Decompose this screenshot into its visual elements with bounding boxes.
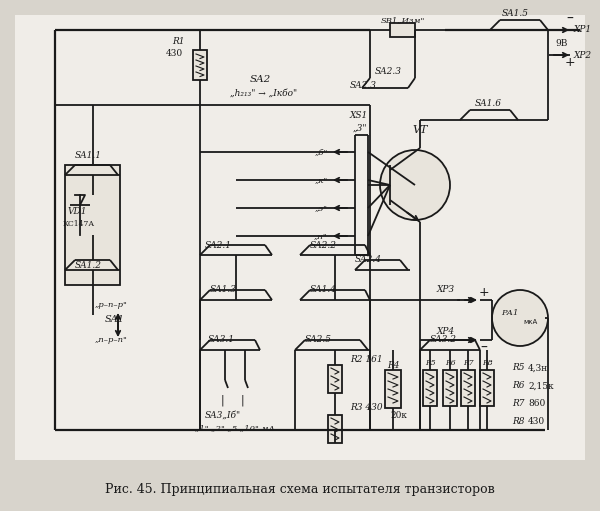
Text: R3 430: R3 430 (350, 404, 383, 412)
Text: ХS1: ХS1 (350, 110, 368, 120)
Text: –: – (566, 12, 574, 26)
Text: КС147А: КС147А (63, 220, 95, 228)
Text: „n–р–n": „n–р–n" (95, 336, 128, 344)
Text: SA3.1: SA3.1 (208, 336, 235, 344)
Text: SA1: SA1 (105, 315, 125, 324)
Text: „к": „к" (315, 176, 328, 184)
Text: 4,3н: 4,3н (528, 363, 548, 373)
Text: „б": „б" (314, 148, 328, 156)
Text: „н": „н" (314, 232, 328, 240)
Text: SA2.2: SA2.2 (310, 241, 337, 249)
Text: SA1.6: SA1.6 (475, 99, 502, 107)
Bar (480, 370, 494, 406)
Text: |: | (220, 394, 224, 406)
Bar (193, 50, 207, 80)
Text: SA2.3: SA2.3 (374, 67, 401, 77)
Text: РА1: РА1 (502, 309, 518, 317)
Bar (423, 370, 437, 406)
Text: SB1„Изм": SB1„Изм" (381, 16, 425, 24)
Text: SA3.2: SA3.2 (430, 336, 457, 344)
Text: SA2.5: SA2.5 (305, 336, 332, 344)
Bar (328, 415, 342, 443)
Text: R8: R8 (482, 359, 493, 367)
Circle shape (492, 290, 548, 346)
Bar (390, 23, 415, 37)
Text: „э": „э" (315, 204, 328, 212)
Text: R6: R6 (445, 359, 455, 367)
Text: 430: 430 (528, 417, 545, 427)
Text: 2,15к: 2,15к (528, 382, 554, 390)
Text: R1: R1 (173, 37, 185, 47)
Bar (443, 370, 457, 406)
Text: ХР4: ХР4 (437, 328, 455, 337)
Bar (65, 165, 120, 285)
Text: R7: R7 (512, 400, 524, 408)
Text: SA2.3: SA2.3 (350, 81, 377, 90)
Text: Рис. 45. Принципиальная схема испытателя транзисторов: Рис. 45. Принципиальная схема испытателя… (105, 483, 495, 497)
Text: 430: 430 (166, 50, 183, 58)
Text: SA1.3: SA1.3 (210, 286, 237, 294)
Text: 9В: 9В (555, 39, 568, 49)
Text: SA1.2: SA1.2 (75, 261, 102, 269)
Text: „h₂₁₃" → „Iкбо": „h₂₁₃" → „Iкбо" (230, 88, 297, 98)
Bar (328, 365, 342, 393)
Text: SA3„Iб": SA3„Iб" (205, 410, 241, 420)
Text: SA1.5: SA1.5 (502, 10, 529, 18)
Text: „р–n–р": „р–n–р" (95, 301, 128, 309)
Circle shape (380, 150, 450, 220)
Bar (461, 370, 475, 406)
Text: 20к: 20к (390, 411, 407, 421)
Text: R5: R5 (512, 363, 524, 373)
Text: VD1: VD1 (68, 207, 88, 217)
Bar (15, 15, 585, 460)
Text: +: + (565, 56, 575, 68)
Text: R8: R8 (512, 417, 524, 427)
Text: мкА: мкА (523, 319, 537, 325)
Text: +: + (479, 286, 490, 298)
Text: SA2.4: SA2.4 (355, 256, 382, 265)
Text: ХРЗ: ХРЗ (437, 286, 455, 294)
Bar (385, 370, 401, 408)
Text: R7: R7 (463, 359, 473, 367)
Text: „3": „3" (353, 124, 367, 132)
Text: ХР2: ХР2 (574, 51, 592, 59)
Text: ХР1: ХР1 (574, 26, 592, 35)
Text: 860: 860 (528, 400, 545, 408)
Text: SA2: SA2 (250, 76, 271, 84)
Text: „1" „2" „5 „10" мА: „1" „2" „5 „10" мА (195, 424, 275, 432)
Text: |: | (240, 394, 244, 406)
Text: VT: VT (412, 125, 428, 135)
Text: R5: R5 (425, 359, 436, 367)
Text: –: – (481, 341, 487, 355)
Text: R6: R6 (512, 382, 524, 390)
Text: SA2.1: SA2.1 (205, 241, 232, 249)
Text: R2 161: R2 161 (350, 356, 383, 364)
Text: R4: R4 (387, 360, 399, 369)
Text: SA1.1: SA1.1 (75, 151, 102, 159)
Text: SA1.4: SA1.4 (310, 286, 337, 294)
